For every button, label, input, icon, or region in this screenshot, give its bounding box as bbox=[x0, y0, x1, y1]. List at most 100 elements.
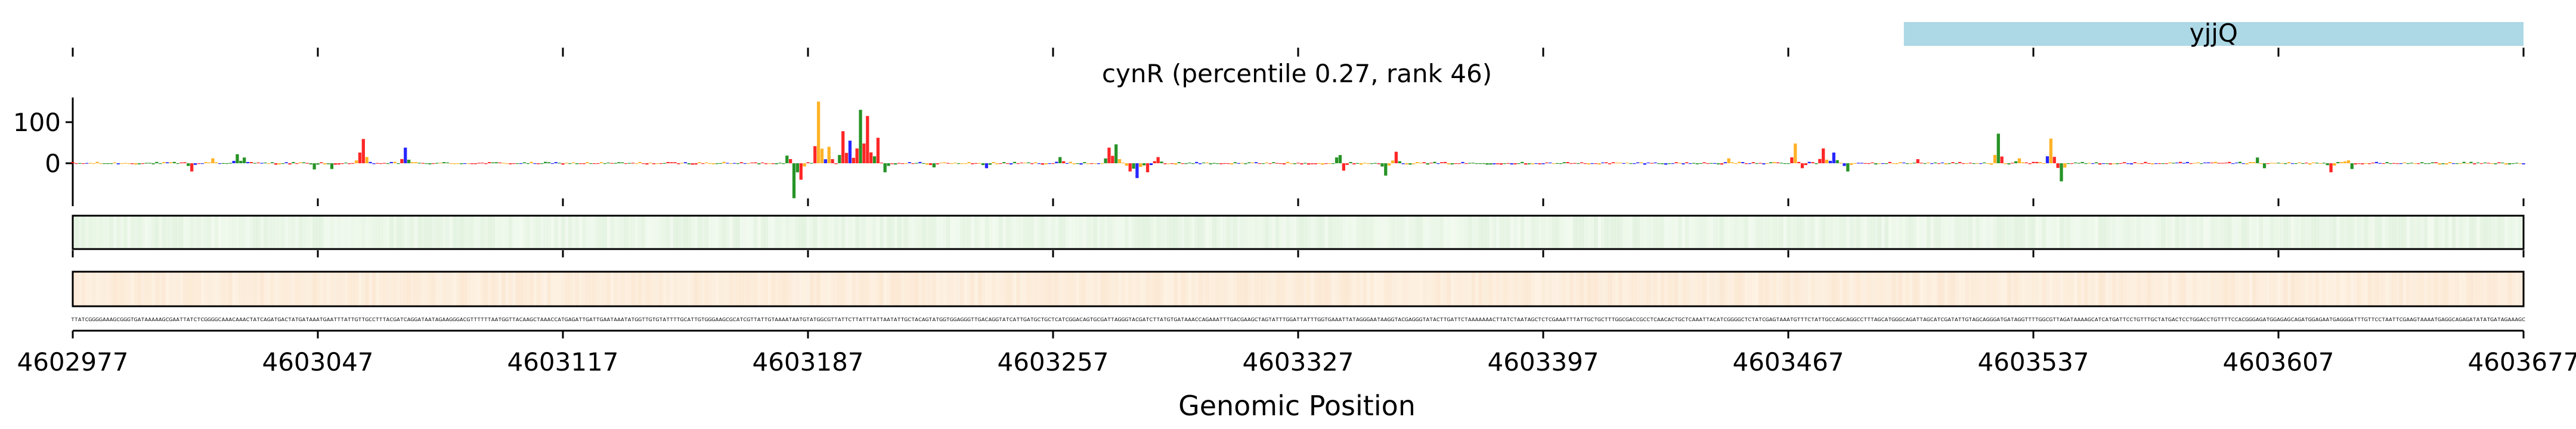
conservation-cell bbox=[792, 216, 796, 249]
sequence-base: T bbox=[498, 317, 501, 322]
conservation-cell bbox=[281, 216, 285, 249]
conservation-cell bbox=[1299, 216, 1304, 249]
sequence-base: T bbox=[2382, 317, 2385, 322]
accessibility-cell bbox=[2378, 272, 2382, 306]
signal-bar bbox=[1531, 163, 1535, 164]
conservation-cell bbox=[809, 216, 814, 249]
sequence-base: T bbox=[1156, 317, 1160, 322]
sequence-base: A bbox=[527, 317, 530, 322]
accessibility-cell bbox=[1327, 272, 1332, 306]
signal-bar bbox=[470, 163, 473, 164]
signal-bar bbox=[1723, 162, 1727, 163]
sequence-base: G bbox=[1895, 317, 1899, 322]
signal-bar bbox=[414, 162, 418, 163]
signal-bar bbox=[1247, 162, 1251, 163]
conservation-cell bbox=[1076, 216, 1079, 249]
conservation-cell bbox=[1597, 216, 1601, 249]
sequence-base: T bbox=[2357, 317, 2361, 322]
conservation-cell bbox=[1713, 216, 1717, 249]
sequence-base: A bbox=[1335, 317, 1339, 322]
signal-bar bbox=[2021, 162, 2025, 163]
conservation-cell bbox=[719, 216, 723, 249]
sequence-base: G bbox=[1034, 317, 1038, 322]
signal-bar bbox=[1863, 163, 1867, 164]
conservation-cell bbox=[1436, 216, 1441, 249]
accessibility-cell bbox=[1051, 272, 1055, 306]
conservation-cell bbox=[2388, 216, 2393, 249]
accessibility-cell bbox=[1496, 272, 1500, 306]
conservation-cell bbox=[561, 216, 565, 249]
sequence-base: C bbox=[246, 317, 250, 322]
signal-bar bbox=[554, 162, 558, 163]
sequence-base: C bbox=[1510, 317, 1513, 322]
signal-bar bbox=[1037, 163, 1041, 164]
sequence-base: T bbox=[561, 317, 565, 322]
signal-bar bbox=[1874, 163, 1878, 165]
accessibility-cell bbox=[1615, 272, 1618, 306]
conservation-cell bbox=[2095, 216, 2098, 249]
sequence-base: T bbox=[2224, 317, 2227, 322]
accessibility-cell bbox=[1846, 272, 1850, 306]
signal-bar bbox=[1510, 163, 1513, 165]
conservation-cell bbox=[995, 216, 999, 249]
sequence-base: T bbox=[1352, 317, 1355, 322]
signal-bar bbox=[2518, 163, 2522, 164]
signal-bar bbox=[1552, 163, 1556, 164]
accessibility-cell bbox=[803, 272, 806, 306]
sequence-base: G bbox=[1230, 317, 1233, 322]
signal-bar bbox=[1356, 163, 1360, 164]
accessibility-cell bbox=[827, 272, 831, 306]
conservation-cell bbox=[99, 216, 103, 249]
signal-bar bbox=[1727, 158, 1730, 163]
accessibility-cell bbox=[239, 272, 243, 306]
sequence-base: A bbox=[344, 317, 348, 322]
conservation-cell bbox=[785, 216, 789, 249]
signal-bar bbox=[2462, 161, 2466, 163]
signal-bar bbox=[1923, 163, 1927, 164]
conservation-cell bbox=[1034, 216, 1038, 249]
accessibility-cell bbox=[575, 272, 579, 306]
accessibility-cell bbox=[330, 272, 334, 306]
signal-bar bbox=[789, 158, 792, 163]
signal-bar bbox=[771, 163, 775, 164]
conservation-cell bbox=[1279, 216, 1283, 249]
accessibility-cell bbox=[1373, 272, 1377, 306]
sequence-base: A bbox=[540, 317, 544, 322]
accessibility-cell bbox=[1860, 272, 1864, 306]
signal-bar bbox=[2137, 163, 2140, 164]
gene-yjjQ-bar bbox=[1903, 22, 2524, 46]
conservation-cell bbox=[610, 216, 614, 249]
accessibility-cell bbox=[1958, 272, 1962, 306]
sequence-base: G bbox=[414, 317, 417, 322]
sequence-base: T bbox=[1566, 317, 1569, 322]
signal-bar bbox=[747, 163, 750, 164]
accessibility-cell bbox=[571, 272, 576, 306]
signal-bar bbox=[729, 163, 733, 164]
sequence-base: T bbox=[2010, 317, 2014, 322]
sequence-base: C bbox=[824, 317, 828, 322]
signal-bar bbox=[1433, 161, 1436, 163]
accessibility-cell bbox=[1132, 272, 1135, 306]
accessibility-cell bbox=[1954, 272, 1959, 306]
sequence-base: T bbox=[477, 317, 481, 322]
accessibility-cell bbox=[2287, 272, 2291, 306]
signal-bar bbox=[1695, 163, 1699, 164]
signal-bar bbox=[2063, 163, 2067, 168]
sequence-base: A bbox=[1178, 317, 1181, 322]
accessibility-cell bbox=[2410, 272, 2414, 306]
accessibility-cell bbox=[1548, 272, 1553, 306]
signal-bar bbox=[719, 163, 722, 164]
accessibility-cell bbox=[1556, 272, 1559, 306]
conservation-cell bbox=[2042, 216, 2046, 249]
conservation-cell bbox=[1450, 216, 1454, 249]
signal-bar bbox=[2116, 163, 2119, 164]
accessibility-cell bbox=[2382, 272, 2386, 306]
sequence-base: T bbox=[1296, 317, 1300, 322]
signal-bar bbox=[1272, 162, 1275, 163]
conservation-cell bbox=[1009, 216, 1013, 249]
signal-bar bbox=[1538, 163, 1541, 164]
accessibility-cell bbox=[1485, 272, 1490, 306]
accessibility-cell bbox=[2507, 272, 2512, 306]
accessibility-cell bbox=[2165, 272, 2168, 306]
sequence-base: T bbox=[1916, 317, 1919, 322]
